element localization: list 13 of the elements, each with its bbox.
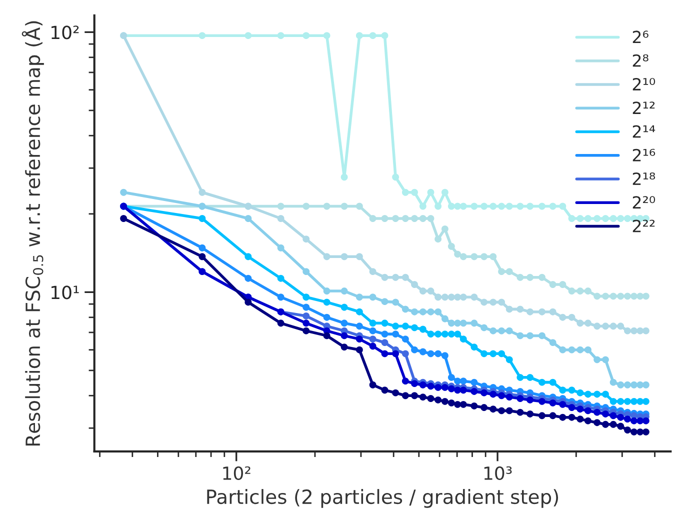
y-axis-title: Resolution at FSC$_{0.5}$ w.r.t reference map (Å) [22, 21, 44, 446]
legend-label: 2¹⁶ [632, 148, 656, 162]
x-tick-label: 10³ [484, 466, 512, 480]
legend-label: 2¹² [632, 102, 655, 114]
legend-label: 2¹⁴ [632, 125, 656, 138]
legend-label: 2²⁰ [632, 196, 656, 208]
legend-label: 2²² [632, 220, 655, 232]
y-tick-label: 10¹ [52, 286, 79, 300]
legend-label: 2⁸ [632, 54, 648, 67]
legend-label: 2¹⁰ [632, 78, 656, 90]
legend-label: 2⁶ [632, 30, 648, 44]
x-axis-title: Particles (2 particles / gradient step) [207, 489, 558, 508]
legend-label: 2¹⁸ [632, 172, 656, 185]
